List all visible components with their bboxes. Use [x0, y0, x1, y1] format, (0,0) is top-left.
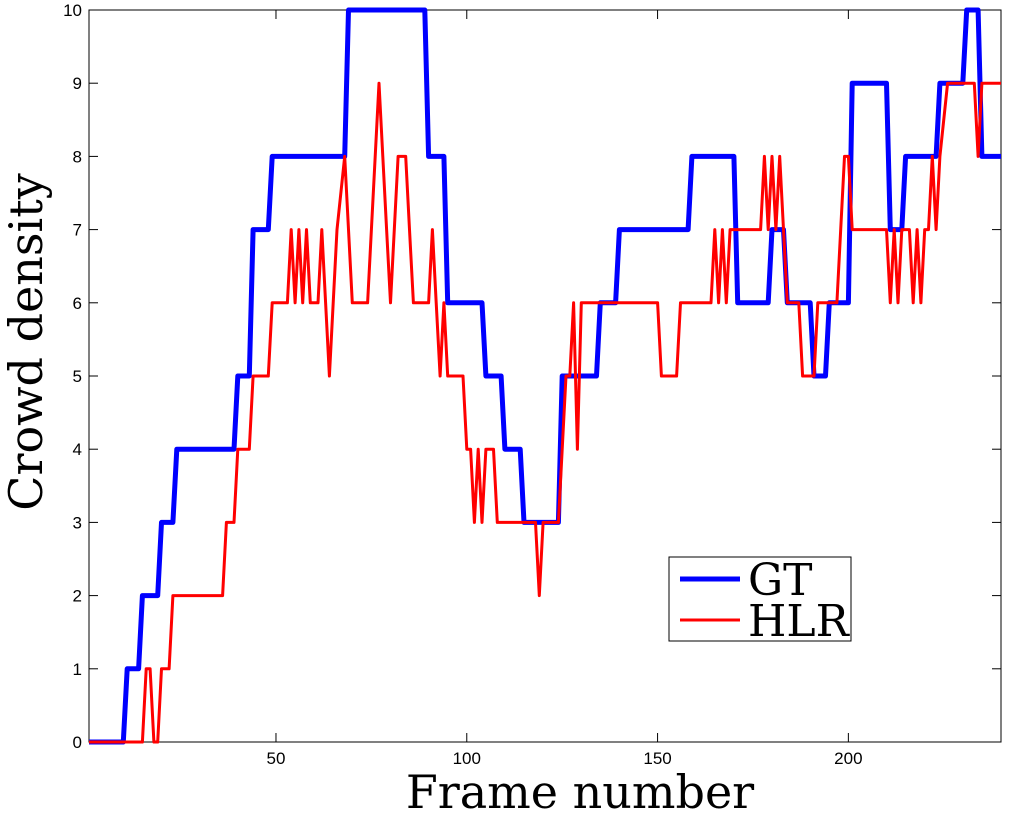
series-layer [89, 7, 1001, 745]
y-tick-label: 0 [73, 733, 82, 752]
y-tick-label: 7 [73, 221, 82, 240]
x-tick-label: 200 [834, 749, 862, 768]
x-tick-label: 100 [453, 749, 481, 768]
series-line-hlr [89, 81, 1001, 744]
x-tick-label: 150 [643, 749, 671, 768]
y-axis-title: Crowd density [0, 173, 53, 510]
y-tick-label: 5 [73, 367, 82, 386]
y-tick-label: 2 [73, 587, 82, 606]
y-tick-label: 9 [73, 74, 82, 93]
y-tick-label: 6 [73, 294, 82, 313]
y-tick-label: 4 [73, 440, 82, 459]
plot-area [88, 9, 1002, 743]
y-tick-label: 3 [73, 513, 82, 532]
x-tick-label: 50 [267, 749, 286, 768]
x-axis-title: Frame number [406, 765, 754, 818]
legend-box [668, 556, 852, 642]
y-tick-label: 1 [73, 660, 82, 679]
legend-label-gt: GT [748, 555, 813, 606]
x-axis-ticks: 50 100 150 200 [267, 10, 863, 768]
y-tick-label: 10 [63, 1, 82, 20]
y-tick-label: 8 [73, 147, 82, 166]
legend-label-hlr: HLR [748, 596, 851, 647]
legend: GT HLR [668, 555, 852, 647]
